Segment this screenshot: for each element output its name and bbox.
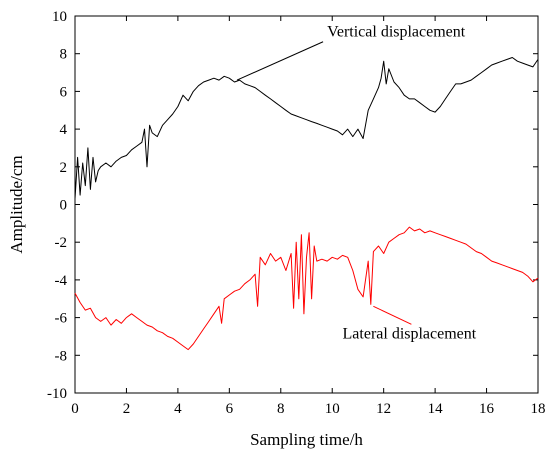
x-tick-label: 16 [479, 401, 495, 417]
y-tick-label: -2 [55, 235, 68, 251]
y-tick-label: 10 [52, 9, 67, 25]
x-tick-label: 10 [325, 401, 340, 417]
y-tick-label: 6 [60, 84, 68, 100]
y-tick-label: 2 [60, 160, 68, 176]
y-axis-title: Amplitude/cm [7, 155, 26, 253]
annotations: Vertical displacement Lateral displacemen… [236, 24, 477, 342]
axes: -10 -8 -6 -4 -2 0 2 4 6 8 10 0 2 4 6 8 10 12 14 16 18 [47, 9, 546, 417]
series-line-lateral-displacement [74, 226, 539, 351]
series-layer [74, 57, 539, 351]
y-tick-label: 4 [60, 122, 68, 138]
y-tick-label: -8 [55, 348, 68, 364]
y-tick-label: -4 [55, 273, 68, 289]
annotation-leader-lateral [373, 305, 412, 325]
x-tick-label: 4 [174, 401, 182, 417]
y-tick-label: -10 [47, 386, 67, 402]
annotation-vertical-displacement: Vertical displacement [327, 24, 466, 41]
x-tick-label: 6 [226, 401, 234, 417]
x-tick-label: 14 [428, 401, 444, 417]
annotation-leader-vertical [236, 41, 324, 81]
y-tick-label: 0 [60, 198, 68, 214]
y-tick-label: 8 [60, 47, 68, 63]
x-tick-label: 18 [531, 401, 546, 417]
y-tick-label: -6 [55, 311, 68, 327]
series-line-vertical-displacement [74, 57, 539, 199]
annotation-lateral-displacement: Lateral displacement [343, 325, 477, 342]
x-tick-label: 12 [376, 401, 391, 417]
x-tick-label: 0 [71, 401, 79, 417]
x-axis-title: Sampling time/h [250, 430, 363, 449]
x-tick-label: 2 [123, 401, 131, 417]
x-tick-label: 8 [277, 401, 285, 417]
